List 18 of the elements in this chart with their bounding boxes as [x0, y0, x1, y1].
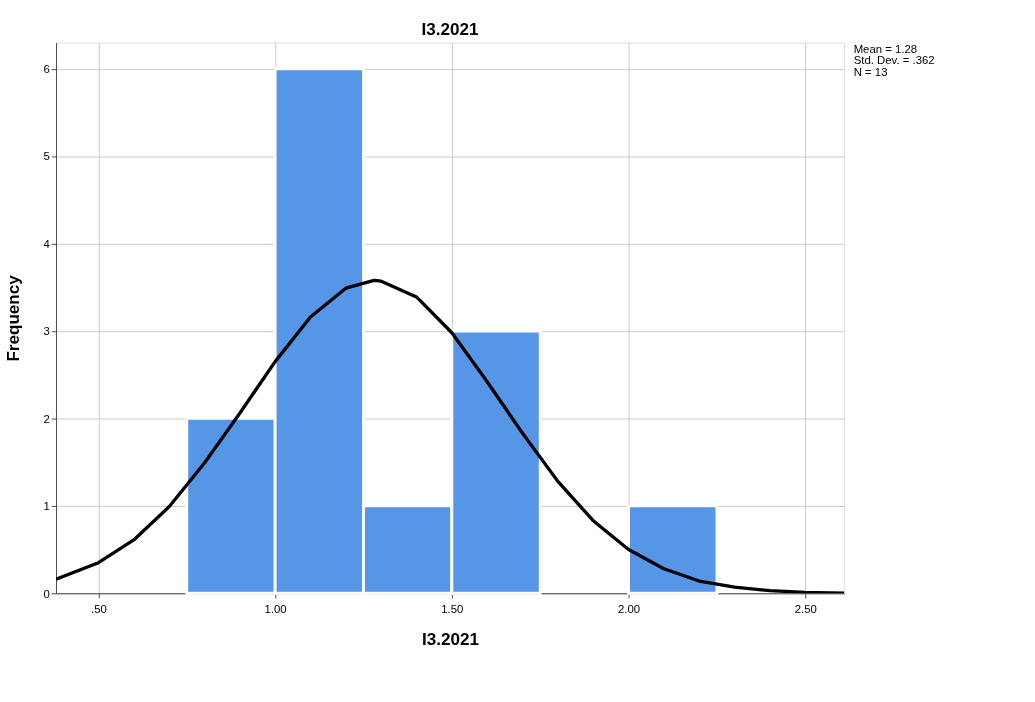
- x-tick-label: 2.00: [617, 602, 641, 615]
- chart-title: I3.2021: [421, 19, 480, 39]
- y-axis-title: Frequency: [3, 274, 23, 362]
- x-axis-title: I3.2021: [422, 630, 480, 650]
- x-tick-label: 1.50: [441, 602, 464, 615]
- y-tick-label: 0: [43, 587, 50, 600]
- y-tick-label: 4: [43, 237, 50, 250]
- x-tick-label: 2.50: [794, 602, 817, 615]
- text: N = 13: [853, 65, 888, 78]
- x-tick-label: .50: [90, 602, 107, 615]
- y-tick-label: 6: [43, 63, 50, 76]
- y-tick-label: 1: [43, 500, 50, 513]
- y-tick-label: 2: [43, 412, 50, 425]
- x-tick-label: 1.00: [264, 602, 287, 615]
- y-tick-label: 5: [43, 150, 50, 163]
- text: Std. Dev. = .362: [853, 54, 935, 67]
- text: Mean = 1.28: [853, 42, 918, 55]
- y-tick-label: 3: [43, 325, 50, 338]
